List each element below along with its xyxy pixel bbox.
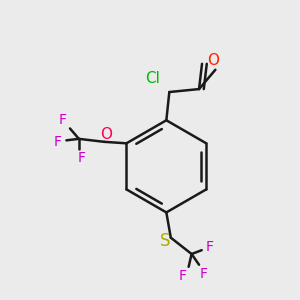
Text: F: F xyxy=(53,135,62,149)
Text: F: F xyxy=(179,269,187,283)
Text: F: F xyxy=(206,240,214,254)
Text: S: S xyxy=(160,232,170,250)
Text: F: F xyxy=(78,151,86,165)
Text: F: F xyxy=(58,112,67,127)
Text: Cl: Cl xyxy=(146,71,160,86)
Text: O: O xyxy=(207,53,219,68)
Text: O: O xyxy=(100,127,112,142)
Text: F: F xyxy=(200,267,208,281)
